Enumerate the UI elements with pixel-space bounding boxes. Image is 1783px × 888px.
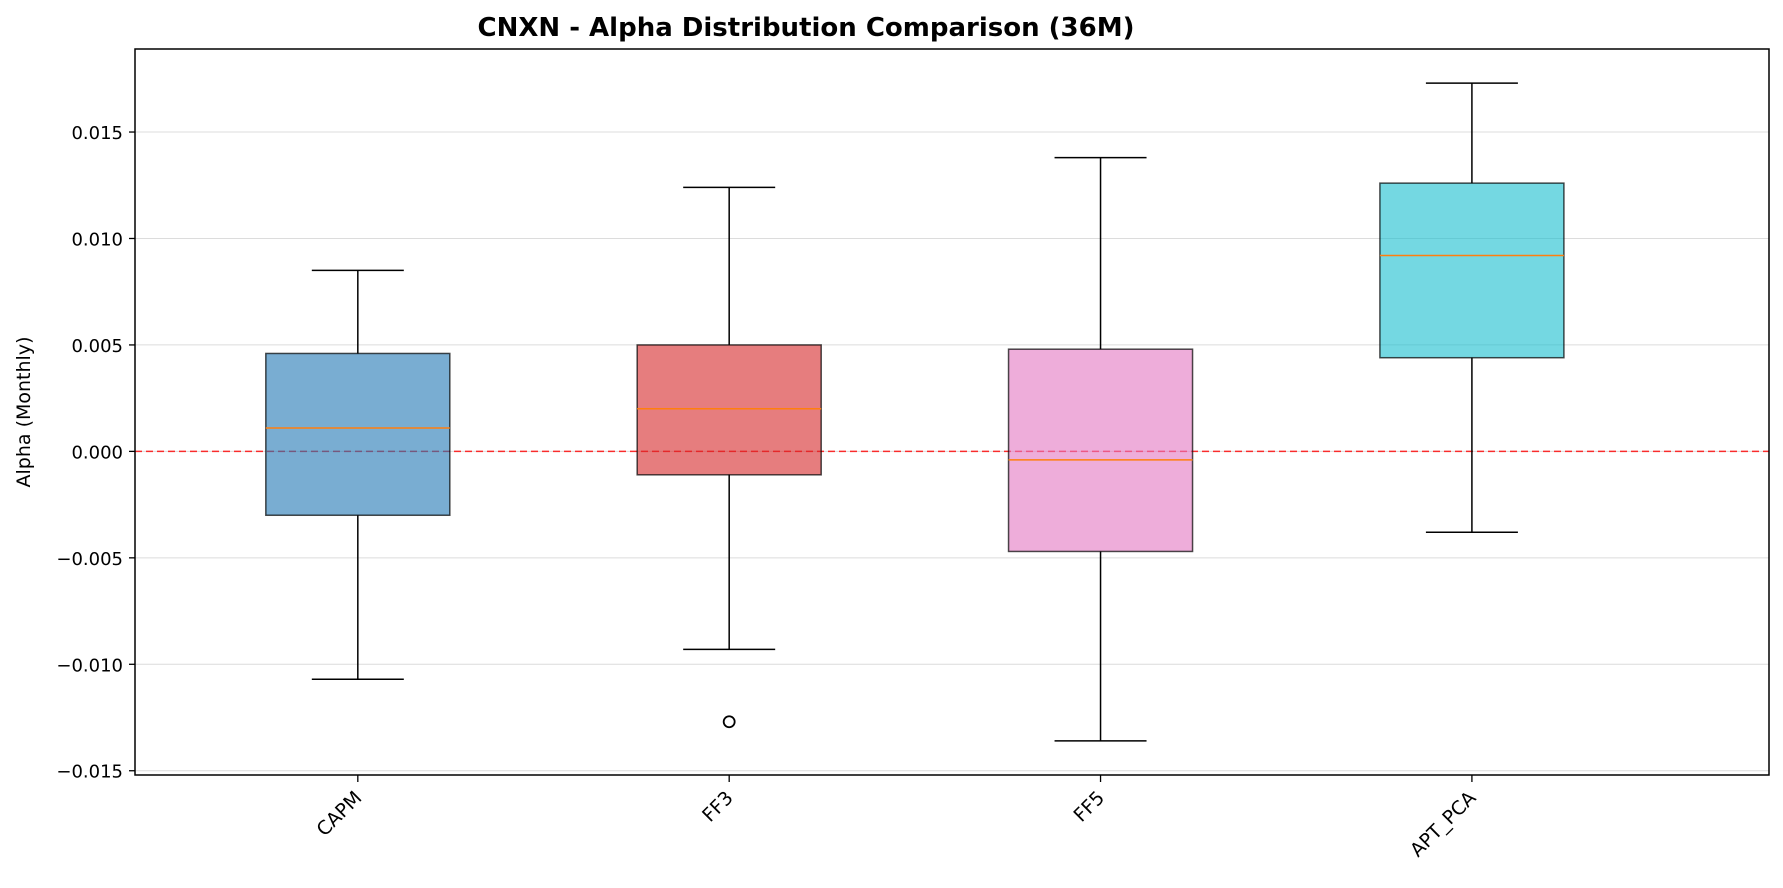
y-axis-ticks: −0.015 −0.010 −0.005 0.000 0.005 0.010 0.015 (56, 123, 135, 783)
y-tick-label: 0.005 (71, 336, 123, 357)
x-tick-label: FF5 (1070, 787, 1110, 827)
outlier-point (722, 715, 736, 729)
box-ff3 (636, 186, 822, 729)
box-apt-pca (1379, 82, 1565, 534)
x-axis-ticks: CAPM FF3 FF5 APT_PCA (313, 775, 1480, 861)
y-tick-label: −0.015 (56, 762, 123, 783)
y-tick-label: −0.010 (56, 655, 123, 676)
iqr-box (1007, 348, 1194, 553)
x-tick-label: FF3 (698, 787, 738, 827)
y-axis-label: Alpha (Monthly) (13, 337, 35, 488)
box-ff5 (1007, 156, 1194, 742)
y-tick-label: −0.005 (56, 549, 123, 570)
y-tick-label: 0.000 (71, 442, 123, 463)
y-tick-label: 0.015 (71, 123, 123, 144)
x-tick-label: APT_PCA (1406, 787, 1480, 861)
iqr-box (636, 344, 822, 476)
plot-area-frame (134, 48, 1770, 776)
boxes (265, 82, 1565, 742)
x-tick-label: CAPM (313, 787, 367, 841)
iqr-box (265, 352, 451, 517)
iqr-box (1379, 182, 1565, 359)
y-tick-label: 0.010 (71, 229, 123, 250)
box-capm (265, 269, 451, 680)
chart-title: CNXN - Alpha Distribution Comparison (36… (478, 13, 1135, 43)
